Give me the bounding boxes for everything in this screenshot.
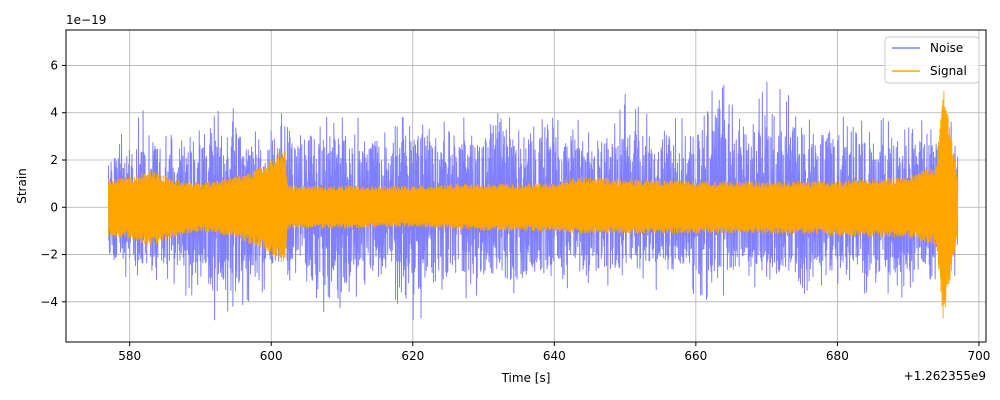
x-tick-label: 640 xyxy=(543,349,566,363)
y-tick-label: 6 xyxy=(50,58,58,72)
y-scale-label: 1e−19 xyxy=(66,13,106,27)
series-layer xyxy=(107,81,959,321)
y-tick-label: 4 xyxy=(50,106,58,120)
x-tick-label: 580 xyxy=(118,349,141,363)
x-tick-label: 600 xyxy=(260,349,283,363)
legend-signal-label: Signal xyxy=(930,64,967,78)
x-tick-label: 700 xyxy=(967,349,990,363)
x-tick-label: 680 xyxy=(826,349,849,363)
y-axis-ticks: −4 −2 0 2 4 6 xyxy=(40,58,66,309)
x-axis-label: Time [s] xyxy=(501,371,551,385)
x-offset-label: +1.262355e9 xyxy=(904,369,986,383)
legend: Noise Signal xyxy=(884,36,980,84)
y-tick-label: 2 xyxy=(50,153,58,167)
y-tick-label: −2 xyxy=(40,248,58,262)
x-axis-ticks: 580 600 620 640 660 680 700 xyxy=(118,342,990,363)
series-line-signal xyxy=(108,90,959,319)
y-tick-label: 0 xyxy=(50,200,58,214)
y-axis-label: Strain xyxy=(15,168,29,204)
y-tick-label: −4 xyxy=(40,295,58,309)
x-tick-label: 620 xyxy=(401,349,424,363)
legend-noise-label: Noise xyxy=(930,41,963,55)
plot-frame xyxy=(65,29,987,343)
x-tick-label: 660 xyxy=(684,349,707,363)
